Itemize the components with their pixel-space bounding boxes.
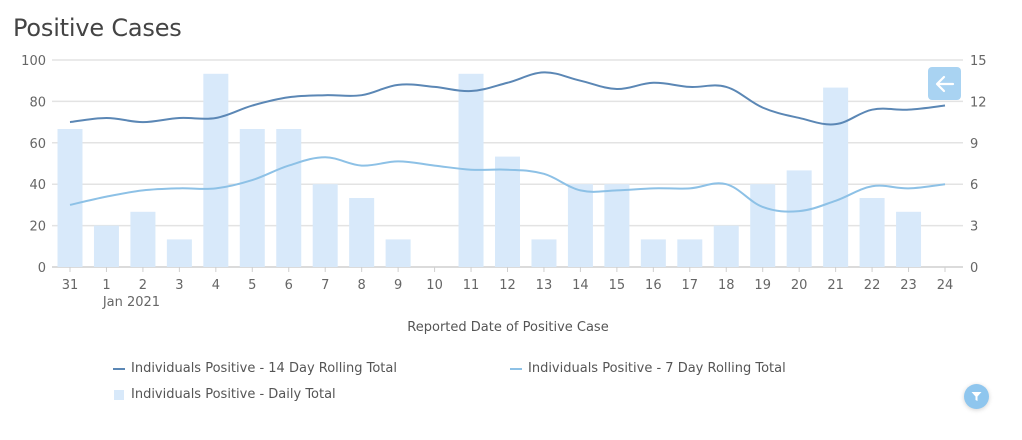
bar-daily-total — [495, 156, 520, 267]
bar-daily-total — [750, 184, 776, 267]
x-tick-label: 17 — [682, 278, 699, 293]
bar-daily-total — [604, 184, 630, 267]
bar-daily-total — [786, 170, 812, 267]
x-tick-label: 19 — [754, 278, 771, 293]
bar-daily-total — [640, 239, 666, 267]
line-14-day-rolling — [69, 71, 946, 126]
x-tick-label: 18 — [718, 278, 735, 293]
x-tick-label: 8 — [358, 278, 366, 293]
legend-swatch-daily — [114, 389, 124, 400]
x-tick-label: 24 — [937, 278, 954, 293]
x-tick-label: 14 — [572, 278, 589, 293]
chart-title: Positive Cases — [13, 14, 182, 42]
legend-swatch-7-day — [510, 367, 522, 370]
filter-icon — [971, 392, 982, 401]
bar-daily-total — [859, 198, 885, 267]
x-tick-label: 31 — [62, 278, 79, 293]
x-tick-sublabel: Jan 2021 — [102, 295, 160, 310]
y-right-tick-label: 9 — [970, 137, 978, 152]
x-tick-label: 10 — [426, 278, 443, 293]
legend-item-daily[interactable]: Individuals Positive - Daily Total — [113, 387, 336, 402]
back-button[interactable] — [928, 67, 961, 100]
y-right-tick-label: 0 — [970, 261, 978, 276]
bar-daily-total — [531, 239, 557, 267]
bar-daily-total — [713, 225, 739, 267]
bar-daily-total — [823, 87, 849, 267]
y-right-tick-label: 12 — [970, 95, 987, 110]
y-left-tick-label: 40 — [29, 178, 46, 193]
y-left-tick-label: 80 — [29, 95, 46, 110]
bar-daily-total — [385, 239, 411, 267]
legend-swatch-14-day — [113, 367, 125, 370]
x-tick-label: 6 — [285, 278, 293, 293]
daily-total-bars — [57, 73, 922, 267]
x-tick-label: 2 — [139, 278, 147, 293]
arrow-left-icon — [935, 75, 954, 92]
legend-item-7-day[interactable]: Individuals Positive - 7 Day Rolling Tot… — [510, 361, 786, 376]
x-tick-label: 21 — [827, 278, 844, 293]
legend-label: Individuals Positive - 14 Day Rolling To… — [131, 361, 397, 376]
x-tick-label: 23 — [900, 278, 917, 293]
bar-daily-total — [896, 211, 922, 267]
bar-daily-total — [276, 129, 302, 267]
bar-daily-total — [677, 239, 703, 267]
legend-label: Individuals Positive - Daily Total — [131, 387, 336, 402]
bar-daily-total — [57, 129, 83, 267]
x-tick-label: 12 — [499, 278, 516, 293]
x-axis-title: Reported Date of Positive Case — [407, 320, 608, 335]
x-tick-label: 4 — [212, 278, 220, 293]
bar-daily-total — [130, 211, 156, 267]
y-left-tick-label: 100 — [21, 54, 46, 69]
x-tick-label: 7 — [321, 278, 329, 293]
rolling-lines — [69, 71, 946, 213]
x-tick-label: 9 — [394, 278, 402, 293]
x-tick-label: 11 — [463, 278, 480, 293]
line-7-day-rolling — [69, 156, 946, 213]
y-right-tick-label: 3 — [970, 220, 978, 235]
bar-daily-total — [312, 184, 338, 267]
y-right-tick-label: 6 — [970, 178, 978, 193]
y-right-tick-label: 15 — [970, 54, 987, 69]
y-left-tick-label: 60 — [29, 137, 46, 152]
bar-daily-total — [239, 129, 265, 267]
legend-label: Individuals Positive - 7 Day Rolling Tot… — [528, 361, 786, 376]
x-tick-label: 1 — [102, 278, 110, 293]
filter-button[interactable] — [964, 384, 989, 409]
y-left-tick-label: 0 — [38, 261, 46, 276]
x-tick-label: 16 — [645, 278, 662, 293]
bar-daily-total — [203, 73, 229, 267]
bar-daily-total — [567, 184, 593, 267]
x-tick-label: 22 — [864, 278, 881, 293]
legend-item-14-day[interactable]: Individuals Positive - 14 Day Rolling To… — [113, 361, 397, 376]
x-tick-label: 3 — [175, 278, 183, 293]
x-tick-label: 20 — [791, 278, 808, 293]
x-tick-label: 13 — [536, 278, 553, 293]
x-tick-label: 5 — [248, 278, 256, 293]
y-left-tick-label: 20 — [29, 220, 46, 235]
bar-daily-total — [93, 225, 119, 267]
x-tick-label: 15 — [609, 278, 626, 293]
bar-daily-total — [166, 239, 192, 267]
bar-daily-total — [349, 198, 375, 267]
